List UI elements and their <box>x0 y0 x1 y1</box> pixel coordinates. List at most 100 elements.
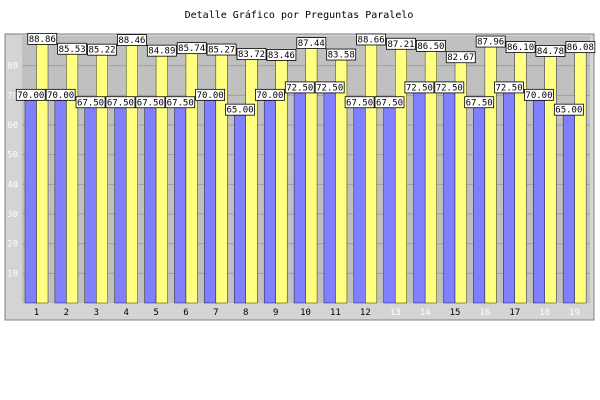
data-label: 87.44 <box>298 39 325 49</box>
x-tick-label: 4 <box>123 308 128 318</box>
data-label-box <box>146 44 177 57</box>
bar-series-2 <box>125 40 138 304</box>
bar-series-1 <box>533 95 545 304</box>
data-label-box <box>524 88 554 101</box>
data-label-box <box>326 48 357 61</box>
data-label: 67.50 <box>107 98 134 108</box>
data-label-box <box>494 81 524 94</box>
data-label: 82.67 <box>447 53 474 63</box>
bar-series-1 <box>443 87 456 304</box>
data-label-box <box>117 34 147 46</box>
x-tick-label: 18 <box>539 308 550 318</box>
y-tick-label: 80 <box>7 62 18 72</box>
x-tick-label: 3 <box>94 308 99 318</box>
data-label: 83.58 <box>328 51 355 61</box>
data-label-box <box>236 48 267 61</box>
data-label-box <box>266 49 297 61</box>
chart-title: Detalle Gráfico por Preguntas Paralelo <box>185 9 414 21</box>
data-label: 65.00 <box>226 106 253 116</box>
data-label-box <box>445 51 476 64</box>
data-label-box <box>135 96 166 109</box>
data-label-box <box>434 81 465 94</box>
data-label: 83.46 <box>268 51 295 61</box>
bar-series-1 <box>234 109 246 304</box>
data-label-box <box>45 88 76 101</box>
data-label-box <box>404 81 435 94</box>
bar-series-1 <box>84 102 97 304</box>
x-tick-label: 2 <box>64 308 69 318</box>
x-tick-label: 8 <box>243 308 248 318</box>
data-label: 70.00 <box>256 91 283 101</box>
data-label-box <box>475 35 506 48</box>
bar-series-1 <box>413 87 426 304</box>
data-label-box <box>356 33 386 46</box>
data-label-box <box>284 81 315 94</box>
data-label: 72.50 <box>286 83 313 93</box>
bar-series-2 <box>484 41 497 304</box>
x-tick-label: 9 <box>273 308 278 318</box>
y-tick-label: 40 <box>7 180 18 190</box>
data-label: 72.50 <box>316 83 343 93</box>
bar-series-2 <box>66 49 79 304</box>
y-tick-label: 70 <box>7 91 18 101</box>
data-label-box <box>505 41 536 53</box>
data-label-box <box>75 96 106 109</box>
bar-series-2 <box>574 47 587 304</box>
bar-series-1 <box>204 95 217 304</box>
bar-series-1 <box>562 109 575 304</box>
bar-series-1 <box>144 102 157 304</box>
bar-series-2 <box>155 50 168 304</box>
data-label-box <box>374 96 405 109</box>
y-tick-label: 30 <box>7 210 18 220</box>
bar-series-2 <box>96 49 108 304</box>
data-label: 85.74 <box>178 44 205 54</box>
data-label: 85.53 <box>59 45 86 55</box>
data-label: 67.50 <box>167 98 194 108</box>
x-tick-label: 14 <box>420 308 431 318</box>
data-label-box <box>225 103 255 116</box>
data-label: 65.00 <box>555 106 582 116</box>
x-tick-label: 6 <box>183 308 188 318</box>
y-tick-label: 60 <box>7 121 18 131</box>
data-label-box <box>57 42 88 55</box>
y-tick-label: 20 <box>7 240 18 250</box>
data-label-box <box>553 103 584 116</box>
data-label: 88.66 <box>358 35 385 45</box>
data-label-box <box>464 96 495 109</box>
data-label: 88.86 <box>29 35 56 45</box>
bar-series-1 <box>174 102 187 304</box>
data-label: 84.78 <box>537 47 564 57</box>
data-label-box <box>176 42 207 55</box>
x-tick-label: 12 <box>360 308 371 318</box>
data-label: 70.00 <box>197 91 224 101</box>
data-label-box <box>195 88 226 101</box>
data-label: 85.27 <box>208 46 235 56</box>
data-label-box <box>344 96 375 109</box>
data-label: 86.10 <box>507 43 534 53</box>
x-tick-label: 15 <box>450 308 461 318</box>
bar-series-2 <box>454 57 467 304</box>
x-tick-label: 13 <box>390 308 401 318</box>
data-label: 67.50 <box>346 98 373 108</box>
data-label: 85.22 <box>88 46 115 56</box>
bar-series-2 <box>185 48 198 304</box>
x-tick-label: 16 <box>479 308 490 318</box>
data-label-box <box>314 81 345 94</box>
bar-series-1 <box>114 102 127 304</box>
data-label: 67.50 <box>77 98 104 108</box>
data-label: 83.72 <box>238 50 265 60</box>
bar-series-1 <box>24 95 37 304</box>
data-label: 67.50 <box>466 98 493 108</box>
data-label: 86.08 <box>567 43 594 53</box>
data-label-box <box>105 96 136 109</box>
data-label: 88.46 <box>118 36 145 46</box>
bar-series-1 <box>473 102 486 304</box>
y-tick-label: 10 <box>7 269 18 279</box>
bar-series-1 <box>383 102 396 304</box>
data-label-box <box>255 88 285 101</box>
data-label-box <box>386 37 416 50</box>
bar-series-1 <box>503 87 516 304</box>
data-label-box <box>87 43 117 56</box>
